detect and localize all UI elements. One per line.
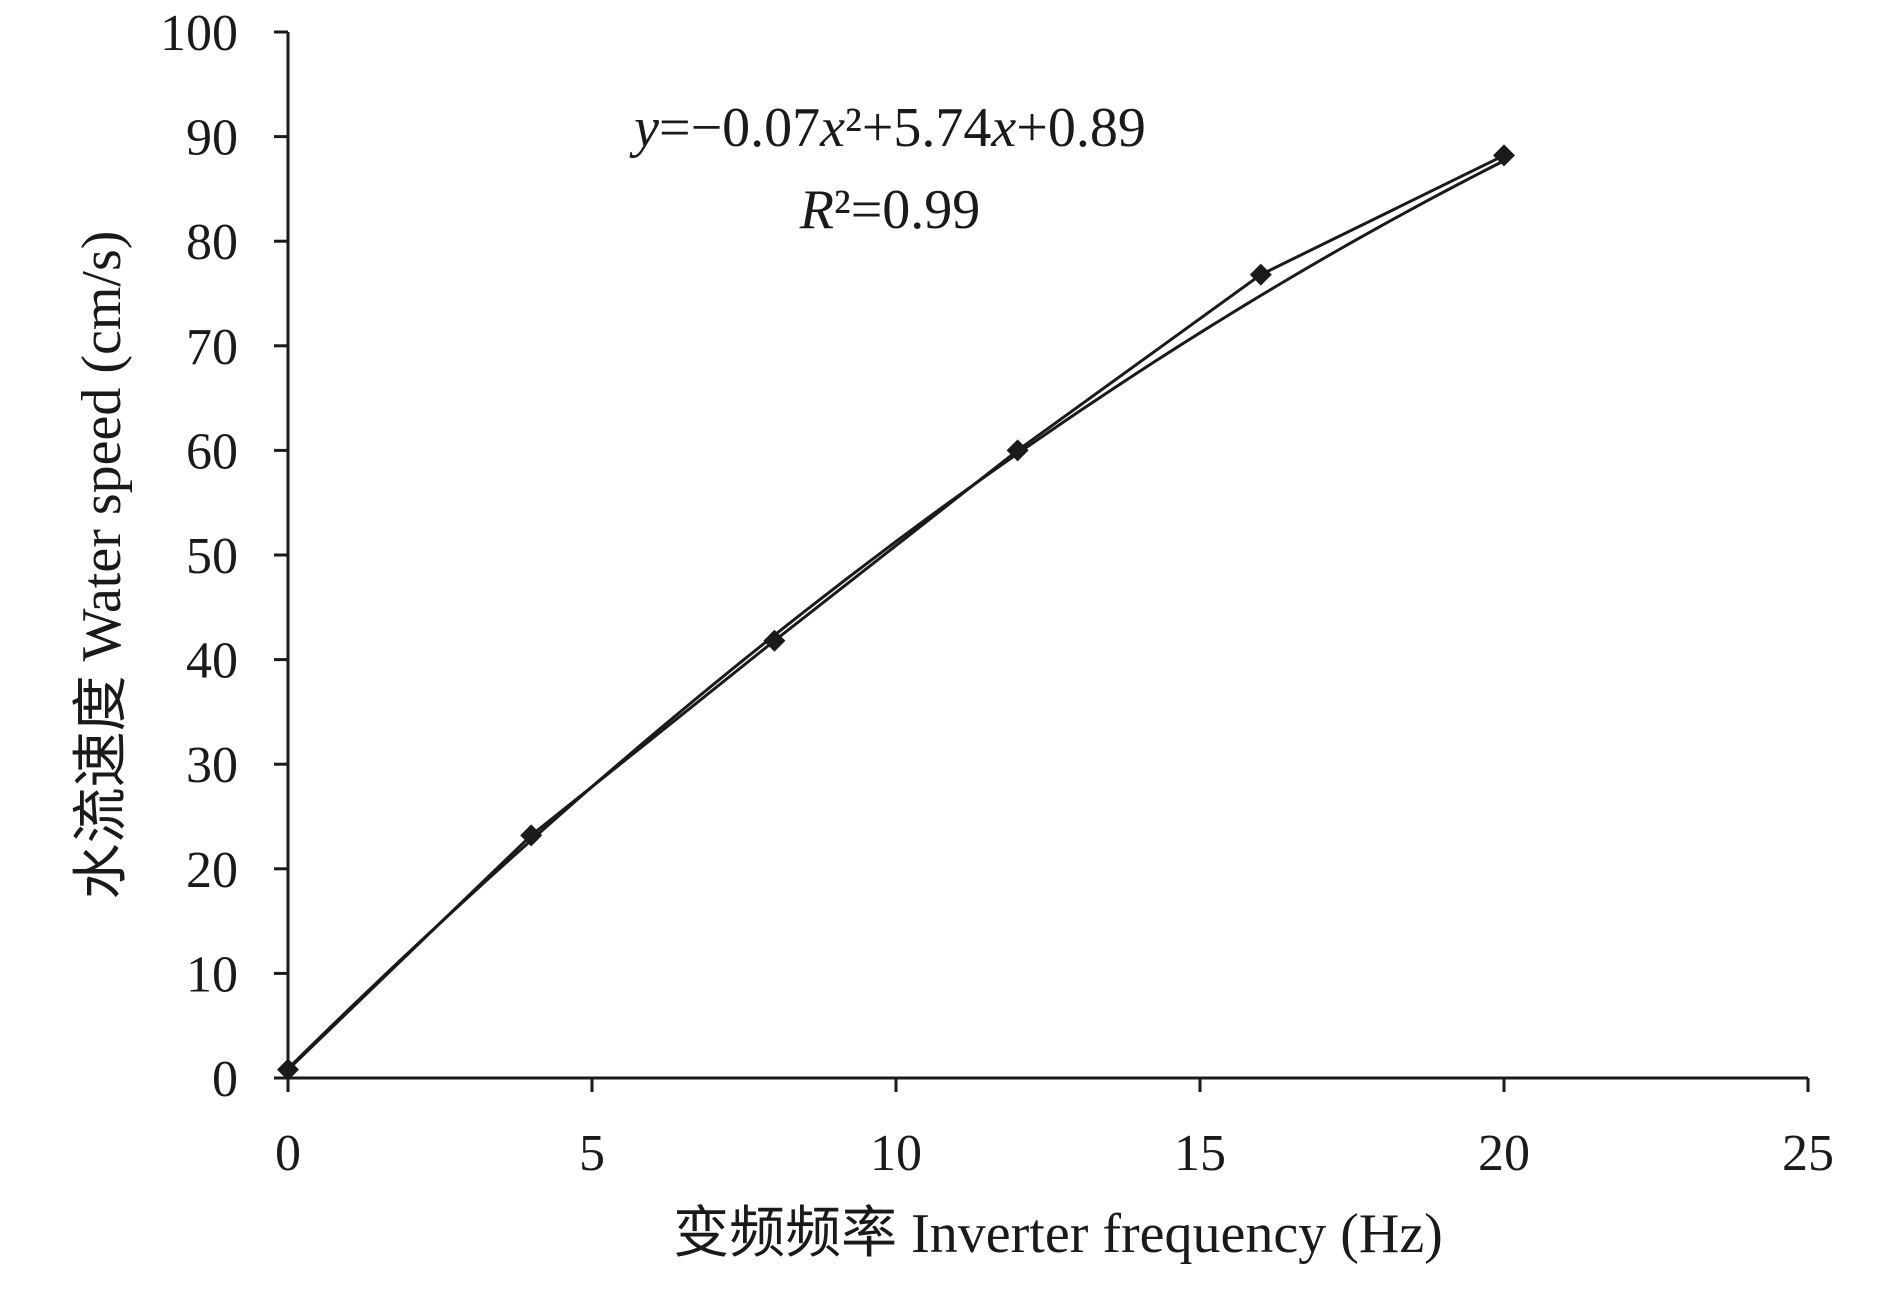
y-tick-label: 100 [160,5,238,62]
data-point-marker [520,824,543,847]
trendline-equation: y=−0.07x²+5.74x+0.89 [629,97,1146,159]
x-tick-label: 20 [1478,1125,1530,1182]
x-axis-ticks: 0 5 10 15 20 25 [275,1078,1834,1182]
axes [286,32,1808,1080]
data-point-marker [1493,144,1515,167]
x-tick-label: 10 [870,1125,922,1182]
data-point-marker [763,629,786,652]
x-axis-title: 变频频率 Inverter frequency (Hz) [673,1203,1443,1265]
x-tick-label: 15 [1174,1125,1226,1182]
series-line [286,154,1505,1071]
y-tick-label: 80 [186,214,238,271]
y-tick-label: 40 [186,633,238,690]
y-tick-label: 60 [186,423,238,480]
r-squared-label: R²=0.99 [799,179,981,241]
data-point-marker [1006,439,1029,462]
y-tick-label: 10 [186,946,238,1003]
x-tick-label: 25 [1782,1125,1834,1182]
y-tick-label: 50 [186,528,238,585]
y-tick-label: 30 [186,737,238,794]
trendline [286,159,1505,1070]
y-tick-label: 90 [186,110,238,167]
y-tick-label: 70 [186,319,238,376]
y-axis-ticks: 0 10 20 30 40 50 60 70 80 90 100 [160,5,288,1108]
y-axis-title: 水流速度 Water speed (cm/s) [71,231,133,900]
plot-area [277,144,1515,1081]
y-tick-label: 0 [212,1051,238,1108]
y-tick-label: 20 [186,842,238,899]
x-tick-label: 0 [275,1125,301,1182]
data-point-marker [1249,263,1272,286]
x-tick-label: 5 [579,1125,605,1182]
